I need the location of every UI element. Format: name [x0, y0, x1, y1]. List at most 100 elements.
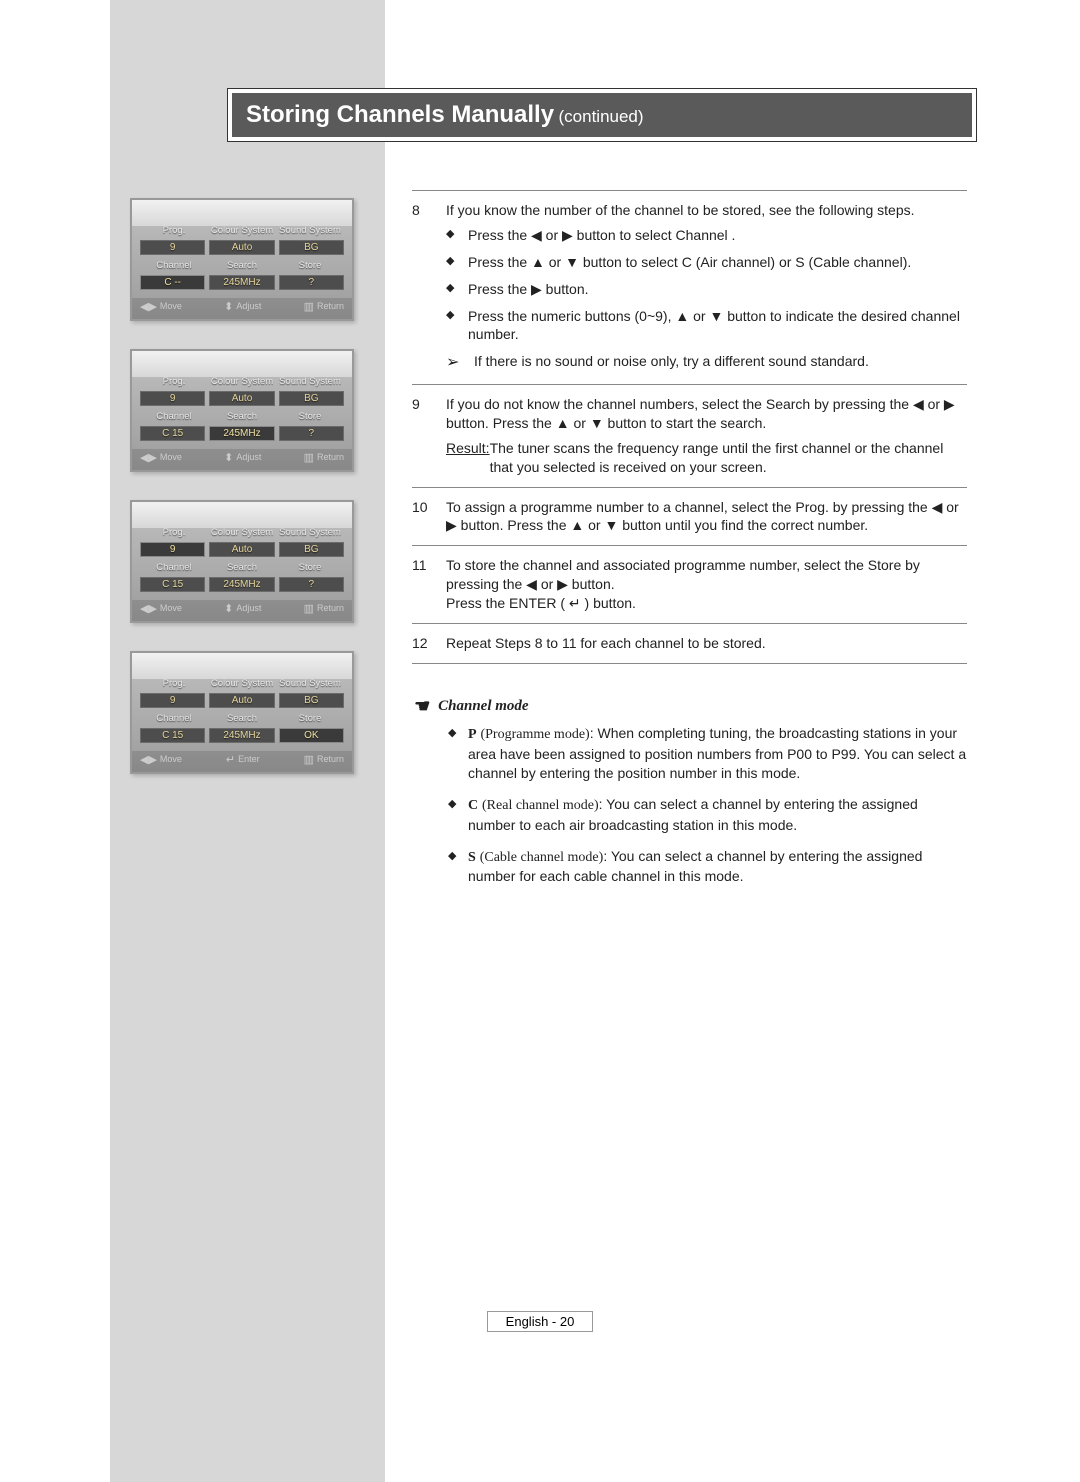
step: 10To assign a programme number to a chan…	[412, 487, 967, 546]
osd-val-sound: BG	[279, 391, 344, 406]
osd-hdr-search: Search	[208, 261, 276, 273]
osd-val-channel: C 15	[140, 728, 205, 743]
osd-top-bar	[132, 200, 352, 226]
osd-val-channel: C --	[140, 275, 205, 290]
osd-val-prog: 9	[140, 391, 205, 406]
osd-hdr-store: Store	[276, 412, 344, 424]
channel-mode-item: S (Cable channel mode): You can select a…	[448, 847, 967, 887]
osd-hdr-store: Store	[276, 714, 344, 726]
osd-val-sound: BG	[279, 240, 344, 255]
osd-val-prog: 9	[140, 240, 205, 255]
osd-hdr-colour: Colour System	[208, 226, 276, 238]
step-intro: To assign a programme number to a channe…	[446, 498, 967, 536]
step-body: Repeat Steps 8 to 11 for each channel to…	[446, 634, 967, 653]
osd-header-row-1: Prog. Colour System Sound System	[140, 226, 344, 238]
title-bar: Storing Channels Manually (continued)	[227, 88, 977, 142]
step-number: 12	[412, 634, 446, 653]
osd-hdr-store: Store	[276, 563, 344, 575]
osd-val-prog: 9	[140, 542, 205, 557]
osd-val-row-1: 9 Auto BG	[140, 240, 344, 255]
step-body: If you do not know the channel numbers, …	[446, 395, 967, 477]
channel-mode-item: C (Real channel mode): You can select a …	[448, 795, 967, 835]
osd-hdr-channel: Channel	[140, 261, 208, 273]
osd-val-colour: Auto	[209, 693, 274, 708]
osd-footer: ◀▶ Move ↵ Enter ▥ Return	[132, 751, 352, 772]
osd-footer: ◀▶ Move ⬍ Adjust ▥ Return	[132, 298, 352, 319]
osd-val-store: ?	[279, 426, 344, 441]
osd-header-row-2: Channel Search Store	[140, 261, 344, 273]
step-intro: To store the channel and associated prog…	[446, 556, 967, 613]
step: 9If you do not know the channel numbers,…	[412, 384, 967, 487]
cm-paren: (Programme mode)	[480, 727, 589, 742]
osd-footer: ◀▶ Move ⬍ Adjust ▥ Return	[132, 449, 352, 470]
osd-val-store: ?	[279, 275, 344, 290]
osd-foot-return: ▥ Return	[304, 753, 344, 766]
osd-val-row-2: C 15 245MHz ?	[140, 577, 344, 592]
osd-hdr-prog: Prog.	[140, 679, 208, 691]
note-arrow-icon: ➢	[446, 352, 474, 374]
title-sub: (continued)	[559, 107, 644, 126]
step: 11To store the channel and associated pr…	[412, 545, 967, 623]
content-column: 8If you know the number of the channel t…	[412, 190, 967, 898]
channel-mode-title: Channel mode	[438, 696, 528, 716]
osd-val-search: 245MHz	[209, 275, 274, 290]
osd-top-bar	[132, 502, 352, 528]
step-body: To store the channel and associated prog…	[446, 556, 967, 613]
osd-body: Prog. Colour System Sound System 9 Auto …	[132, 226, 352, 298]
osd-foot-move: ◀▶ Move	[140, 602, 182, 615]
osd-hdr-search: Search	[208, 714, 276, 726]
step-number: 11	[412, 556, 446, 613]
title-main: Storing Channels Manually	[246, 101, 554, 128]
osd-header-row-1: Prog. Colour System Sound System	[140, 679, 344, 691]
osd-val-row-1: 9 Auto BG	[140, 693, 344, 708]
osd-hdr-sound: Sound System	[276, 679, 344, 691]
osd-val-colour: Auto	[209, 391, 274, 406]
channel-mode-section: ☚ Channel mode P (Programme mode): When …	[412, 694, 967, 887]
osd-foot-move: ◀▶ Move	[140, 451, 182, 464]
page-footer: English - 20	[0, 1311, 1080, 1332]
osd-menu: Prog. Colour System Sound System 9 Auto …	[130, 651, 354, 774]
osd-val-search: 245MHz	[209, 426, 274, 441]
osd-top-bar	[132, 351, 352, 377]
osd-hdr-channel: Channel	[140, 563, 208, 575]
osd-hdr-prog: Prog.	[140, 528, 208, 540]
osd-val-row-2: C 15 245MHz ?	[140, 426, 344, 441]
step-number: 8	[412, 201, 446, 374]
osd-foot-move: ◀▶ Move	[140, 300, 182, 313]
osd-menu: Prog. Colour System Sound System 9 Auto …	[130, 198, 354, 321]
osd-hdr-sound: Sound System	[276, 528, 344, 540]
steps-list: 8If you know the number of the channel t…	[412, 190, 967, 664]
osd-footer: ◀▶ Move ⬍ Adjust ▥ Return	[132, 600, 352, 621]
step-bullet: Press the ▲ or ▼ button to select C (Air…	[446, 253, 967, 272]
osd-hdr-prog: Prog.	[140, 226, 208, 238]
osd-val-row-1: 9 Auto BG	[140, 542, 344, 557]
step-intro: Repeat Steps 8 to 11 for each channel to…	[446, 634, 967, 653]
osd-hdr-channel: Channel	[140, 714, 208, 726]
osd-hdr-search: Search	[208, 412, 276, 424]
osd-val-prog: 9	[140, 693, 205, 708]
osd-hdr-colour: Colour System	[208, 528, 276, 540]
osd-foot-center: ⬍ Adjust	[224, 451, 261, 464]
step-bullet: Press the ▶ button.	[446, 280, 967, 299]
cm-paren: (Cable channel mode)	[480, 850, 604, 865]
osd-header-row-1: Prog. Colour System Sound System	[140, 528, 344, 540]
osd-val-channel: C 15	[140, 577, 205, 592]
title-inner: Storing Channels Manually (continued)	[232, 93, 972, 137]
osd-body: Prog. Colour System Sound System 9 Auto …	[132, 679, 352, 751]
osd-val-store: OK	[279, 728, 344, 743]
step-result: Result:The tuner scans the frequency ran…	[446, 439, 967, 477]
step-body: If you know the number of the channel to…	[446, 201, 967, 374]
osd-val-row-2: C 15 245MHz OK	[140, 728, 344, 743]
step-intro: If you know the number of the channel to…	[446, 201, 967, 220]
osd-header-row-2: Channel Search Store	[140, 412, 344, 424]
osd-val-colour: Auto	[209, 240, 274, 255]
osd-body: Prog. Colour System Sound System 9 Auto …	[132, 528, 352, 600]
osd-hdr-sound: Sound System	[276, 377, 344, 389]
osd-foot-return: ▥ Return	[304, 451, 344, 464]
osd-foot-center: ↵ Enter	[226, 753, 260, 766]
osd-top-bar	[132, 653, 352, 679]
channel-mode-list: P (Programme mode): When completing tuni…	[412, 724, 967, 886]
channel-mode-heading: ☚ Channel mode	[412, 694, 967, 718]
osd-foot-return: ▥ Return	[304, 300, 344, 313]
step-number: 10	[412, 498, 446, 536]
